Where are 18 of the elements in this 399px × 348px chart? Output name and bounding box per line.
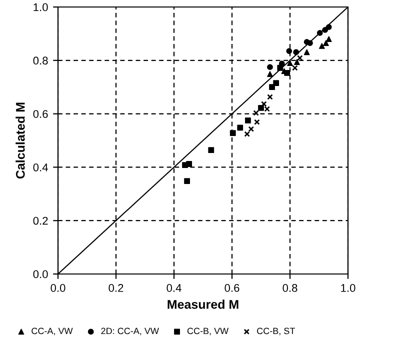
- legend-label: 2D: CC-A, VW: [101, 328, 159, 336]
- x-tick-label: 0.4: [166, 284, 182, 292]
- y-tick-label: 0.6: [33, 110, 48, 118]
- y-tick-label: 0.4: [33, 163, 48, 172]
- x-tick-label: 0.6: [224, 284, 240, 292]
- x-axis-title: Measured M: [168, 300, 238, 309]
- y-tick-label: 1.0: [34, 3, 48, 12]
- legend-label: CC-B, VW: [187, 328, 229, 336]
- y-tick-label: 0.0: [33, 270, 48, 278]
- legend-label: CC-A, VW: [32, 328, 73, 336]
- x-tick-label: 0.2: [108, 284, 124, 292]
- x-tick-label: 0.0: [50, 284, 66, 292]
- y-tick-label: 0.8: [33, 56, 48, 65]
- y-axis-title: Calculated M: [16, 102, 25, 179]
- x-tick-label: 1.0: [341, 284, 356, 292]
- legend-label: CC-B, ST: [257, 328, 295, 336]
- x-tick-label: 0.8: [282, 284, 298, 292]
- y-tick-label: 0.2: [33, 216, 48, 225]
